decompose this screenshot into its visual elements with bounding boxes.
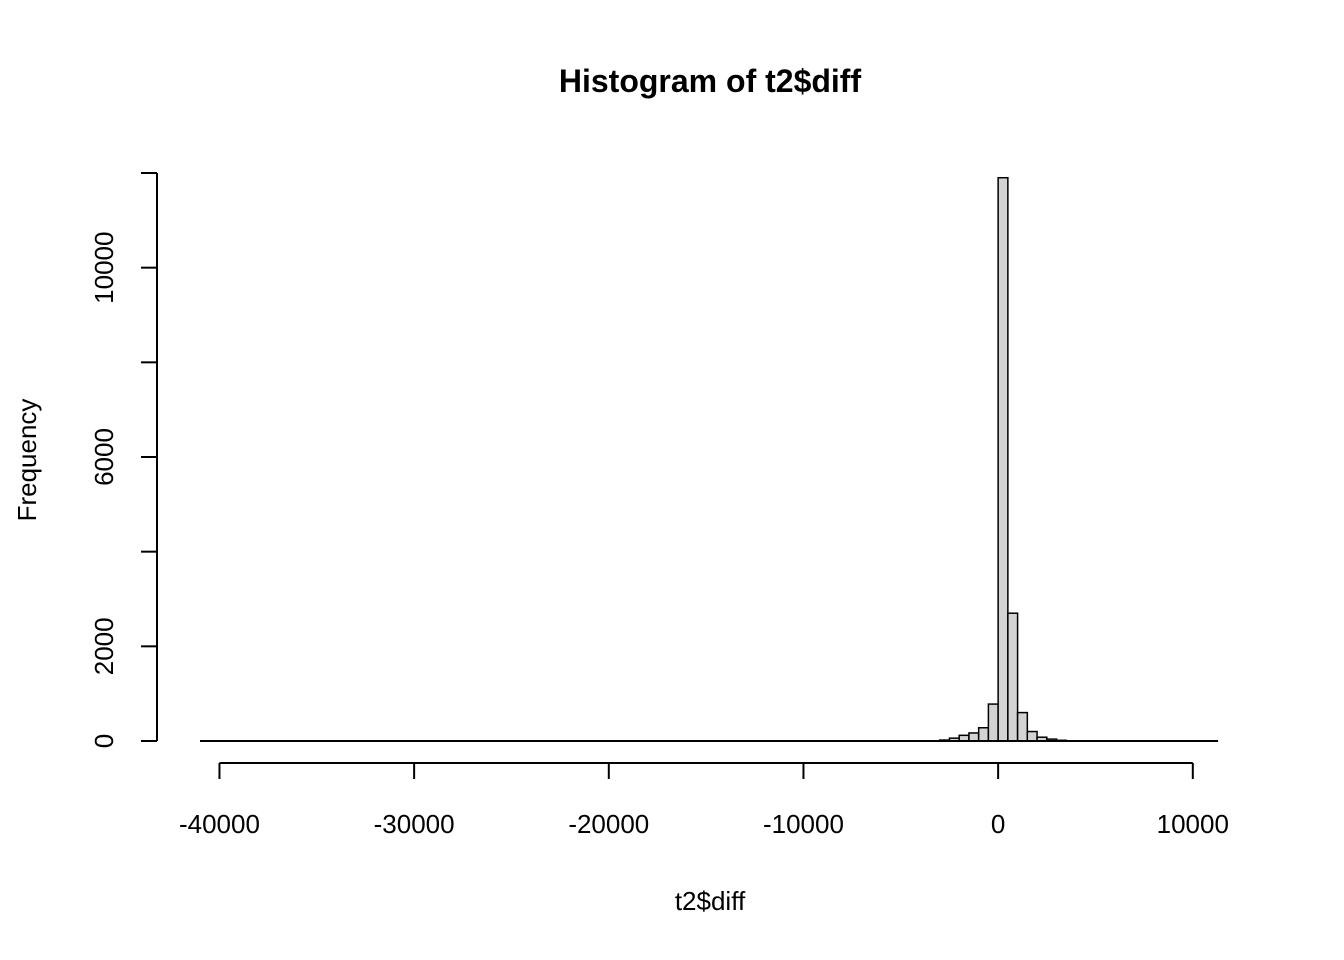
- histogram-bar: [997, 176, 1009, 742]
- histogram-bar: [1026, 730, 1038, 742]
- y-tick-label: 6000: [89, 428, 119, 486]
- x-axis: -40000 -30000 -20000 -10000 0 10000: [179, 762, 1229, 839]
- y-tick-label: 10000: [89, 232, 119, 304]
- y-axis: 0 2000 6000 10000: [89, 172, 158, 748]
- y-tick-label: 0: [89, 734, 119, 748]
- histogram-bar: [968, 732, 980, 742]
- histogram-bar: [1007, 612, 1019, 742]
- x-tick-label: -10000: [763, 809, 844, 839]
- y-axis-label: Frequency: [12, 399, 42, 522]
- chart-title: Histogram of t2$diff: [559, 63, 862, 99]
- histogram-bar: [1016, 711, 1029, 742]
- x-tick-label: -20000: [568, 809, 649, 839]
- x-tick-label: -40000: [179, 809, 260, 839]
- histogram-bars: [909, 176, 1077, 742]
- x-tick-label: -30000: [374, 809, 455, 839]
- x-axis-label: t2$diff: [675, 886, 746, 916]
- histogram-bar: [987, 703, 999, 742]
- x-tick-label: 10000: [1157, 809, 1229, 839]
- y-tick-label: 2000: [89, 617, 119, 675]
- histogram-bar: [977, 726, 990, 742]
- x-tick-label: 0: [991, 809, 1005, 839]
